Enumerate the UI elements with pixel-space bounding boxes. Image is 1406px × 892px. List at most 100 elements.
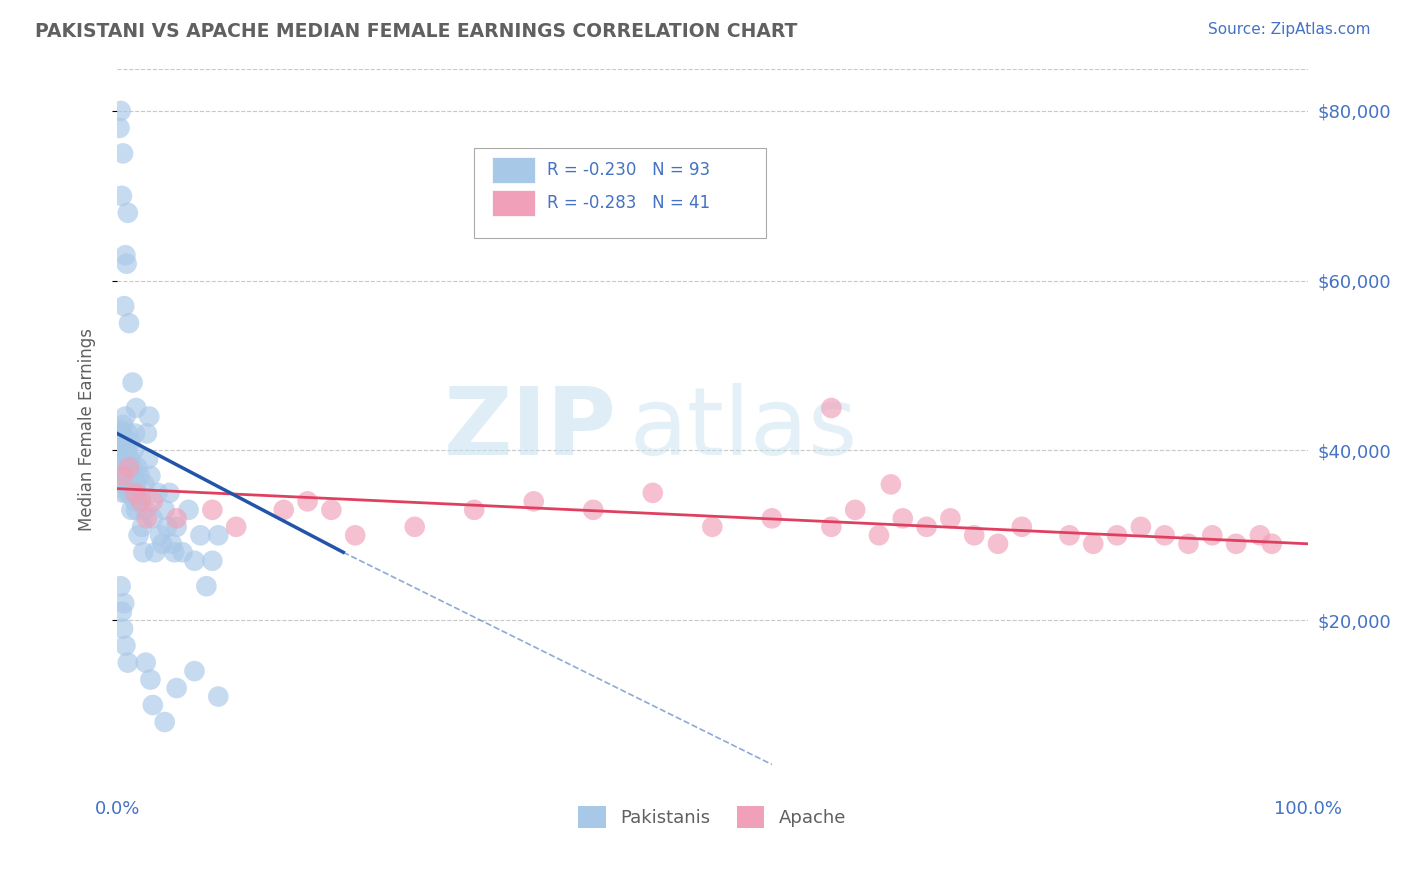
Point [114,477,136,491]
Point [820,401,842,415]
Point [1059,528,1081,542]
Point [166,520,188,534]
Point [1129,520,1152,534]
Point [163,545,186,559]
Point [963,528,986,542]
Point [132,545,155,559]
Point [177,503,200,517]
Point [120,503,142,517]
FancyBboxPatch shape [474,148,766,238]
Point [195,579,218,593]
Text: Source: ZipAtlas.com: Source: ZipAtlas.com [1208,22,1371,37]
Point [111,465,134,479]
Point [121,460,143,475]
Point [153,503,176,517]
Point [112,448,135,462]
Point [149,528,172,542]
Point [121,486,143,500]
Point [166,511,188,525]
Point [111,605,134,619]
Point [1153,528,1175,542]
Point [110,456,132,470]
Point [108,422,131,436]
Point [112,486,135,500]
Point [112,146,135,161]
Point [114,248,136,262]
Point [110,579,132,593]
Point [117,426,139,441]
Point [1249,528,1271,542]
Point [118,451,141,466]
Point [134,477,156,491]
Point [1083,537,1105,551]
Point [117,482,139,496]
Point [124,426,146,441]
Point [117,460,139,475]
Point [118,486,141,500]
Point [891,511,914,525]
Point [297,494,319,508]
Point [114,639,136,653]
Point [112,417,135,432]
Point [142,494,165,508]
FancyBboxPatch shape [492,190,534,217]
Point [118,469,141,483]
Point [108,120,131,135]
Point [112,443,135,458]
Point [761,511,783,525]
Legend: Pakistanis, Apache: Pakistanis, Apache [571,798,853,835]
Point [172,545,194,559]
Point [844,503,866,517]
Point [129,494,152,508]
Point [142,698,165,712]
FancyBboxPatch shape [492,156,534,183]
Point [225,520,247,534]
Point [201,503,224,517]
Point [702,520,724,534]
Point [183,664,205,678]
Point [146,486,169,500]
Point [122,469,145,483]
Point [915,520,938,534]
Point [112,460,135,475]
Point [112,469,135,483]
Point [201,554,224,568]
Point [139,673,162,687]
Point [1105,528,1128,542]
Text: PAKISTANI VS APACHE MEDIAN FEMALE EARNINGS CORRELATION CHART: PAKISTANI VS APACHE MEDIAN FEMALE EARNIN… [35,22,797,41]
Point [120,434,142,449]
Point [135,656,157,670]
Point [129,494,152,508]
Point [124,486,146,500]
Point [115,257,138,271]
Point [112,622,135,636]
Point [118,460,141,475]
Point [112,473,135,487]
Point [125,401,148,415]
Point [1011,520,1033,534]
Text: atlas: atlas [628,384,858,475]
Point [344,528,367,542]
Point [131,520,153,534]
Point [641,486,664,500]
Point [273,503,295,517]
Point [127,460,149,475]
Point [150,537,173,551]
Point [1177,537,1199,551]
Point [142,511,165,525]
Text: R = -0.230   N = 93: R = -0.230 N = 93 [547,161,710,178]
Point [121,376,143,390]
Point [820,520,842,534]
Point [111,426,134,441]
Point [115,486,138,500]
Point [153,714,176,729]
Point [118,316,141,330]
Point [463,503,485,517]
Text: ZIP: ZIP [444,384,617,475]
Point [183,554,205,568]
Point [156,520,179,534]
Point [115,469,138,483]
Point [110,451,132,466]
Point [110,103,132,118]
Point [143,545,166,559]
